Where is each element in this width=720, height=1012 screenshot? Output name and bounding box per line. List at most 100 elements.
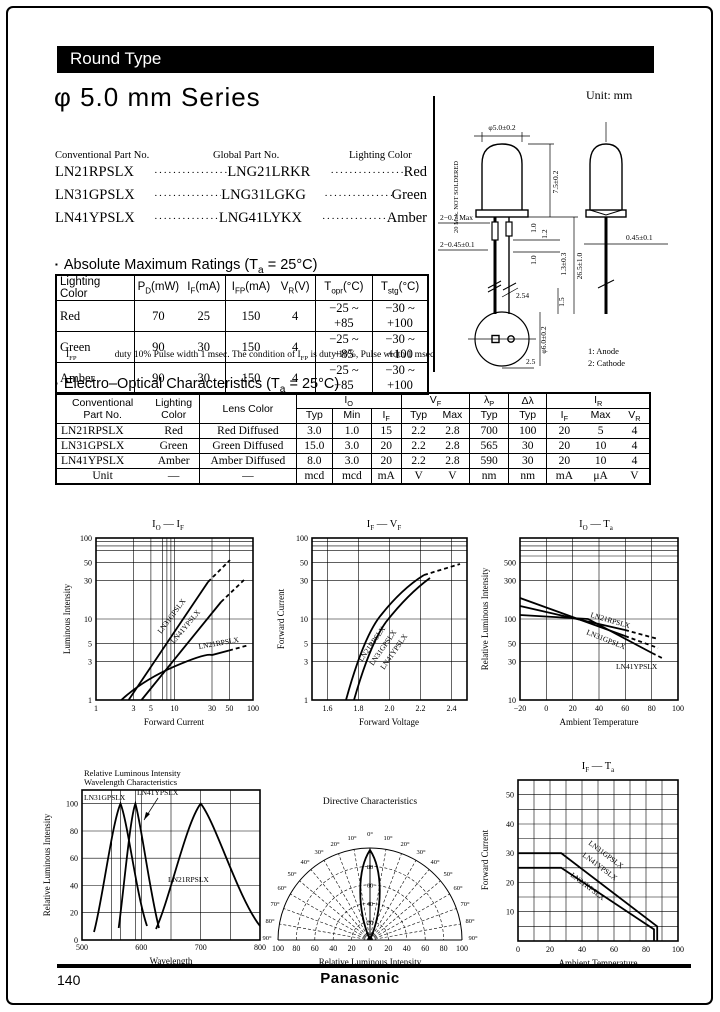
svg-text:100: 100 [672, 945, 684, 954]
y-tick-labels: 10 20 30 40 50 [506, 791, 514, 917]
dotted-leader: ······································· [154, 190, 221, 202]
curves [345, 563, 461, 701]
dim-d2: 1.2 [540, 229, 549, 239]
vertical-divider [433, 96, 435, 372]
front-view [475, 143, 529, 314]
amr-row-red: Red 70 25 150 4 −25 ~ +85 −30 ~ +100 [55, 300, 429, 332]
svg-text:100: 100 [296, 534, 308, 543]
cell: 3.0 [332, 438, 372, 455]
svg-text:90°: 90° [262, 935, 272, 942]
cell: mcd [332, 468, 372, 485]
cell: −30 ~ +100 [372, 362, 429, 395]
dimension-labels: φ5.0±0.2 7.5±0.2 1.0 1.2 1.0 1.3±0.3 26.… [440, 123, 653, 368]
x-axis-label: Relative Luminous Intensity [319, 957, 422, 967]
amr-h2: IF(mA) [182, 274, 227, 301]
cell: Amber Diffused [199, 453, 297, 470]
cell: V [400, 468, 436, 485]
svg-text:60: 60 [621, 704, 629, 713]
svg-text:80: 80 [440, 944, 448, 953]
x-axis-label: Ambient Temperature [559, 958, 638, 968]
conventional-part: LN41YPSLX [55, 210, 135, 226]
page-number: 140 [57, 972, 81, 988]
svg-text:60°: 60° [453, 885, 463, 892]
svg-text:0: 0 [74, 936, 78, 945]
chart-directive-svg: Directive Characteristics [262, 797, 478, 967]
x-axis-label: Forward Voltage [359, 717, 419, 727]
part-list-header: Conventional Part No. Global Part No. Li… [55, 150, 427, 161]
curve-label: LN21RPSLX [569, 870, 607, 902]
cell: V [619, 468, 651, 485]
cell: V [435, 468, 471, 485]
chart-title: IO — Ta [579, 519, 614, 532]
page-title: φ 5.0 mm Series [54, 82, 261, 112]
lighting-color: Red [403, 164, 428, 180]
eo-sh7: IF [546, 408, 582, 425]
cell: 15 [370, 423, 402, 440]
cell: 30 [507, 453, 548, 470]
svg-text:20: 20 [384, 944, 392, 953]
svg-text:600: 600 [135, 943, 147, 952]
cell: 20 [546, 423, 582, 440]
y-axis-label: Forward Current [480, 829, 490, 890]
chart-title: IO — IF [152, 519, 184, 532]
plot-frame [311, 537, 468, 701]
eo-sh3: Typ [400, 408, 436, 425]
chart-title: Directive Characteristics [323, 797, 417, 807]
section-bar: Round Type [57, 46, 654, 73]
svg-text:300: 300 [504, 576, 516, 585]
amr-h6: Tstg(°C) [372, 274, 429, 301]
unit-note: Unit: mm [586, 88, 633, 102]
part-row: LN21RPSLX ······························… [55, 164, 427, 187]
cell: 2.8 [435, 438, 471, 455]
svg-text:50: 50 [508, 639, 516, 648]
svg-text:50: 50 [300, 558, 308, 567]
amr-title-text: Absolute Maximum Ratings (T [63, 257, 259, 273]
bullet-icon: ▪ [55, 379, 58, 388]
svg-text:60°: 60° [277, 885, 287, 892]
eo-h-lighting: Lighting Color [148, 392, 201, 425]
cell: LN31GPSLX [55, 438, 149, 455]
svg-text:0: 0 [516, 945, 520, 954]
cell: mA [370, 468, 402, 485]
eo-unit-row: Unit — — mcd mcd mA V V nm nm mA μA V [55, 468, 651, 485]
section-bar-title: Round Type [70, 49, 162, 68]
cell: 20 [546, 438, 582, 455]
svg-text:60: 60 [311, 944, 319, 953]
dim-lens-dia: φ5.0±0.2 [488, 123, 515, 132]
svg-text:30°: 30° [416, 849, 426, 856]
eo-table: Conventional Part No. Lighting Color Lens … [55, 392, 651, 485]
svg-text:80: 80 [642, 945, 650, 954]
curves [518, 852, 659, 941]
svg-text:40: 40 [506, 820, 514, 829]
curve-label: LN21RPSLX [198, 635, 240, 651]
svg-text:100: 100 [272, 944, 284, 953]
chart-io-if-svg: IO — IF LN31GPSLX LN41YPSLX LN21RPSLX 1 … [62, 519, 259, 727]
svg-text:10°: 10° [383, 835, 393, 842]
amr-table: Lighting Color PD(mW) IF(mA) IFP(mA) VR(… [55, 274, 429, 395]
cell: Red Diffused [199, 423, 297, 440]
cell: 2.2 [400, 453, 436, 470]
grid [312, 538, 467, 700]
svg-text:1.8: 1.8 [354, 704, 364, 713]
chart-wavelength: Relative Luminous Intensity Wavelength C… [40, 768, 275, 981]
svg-text:80: 80 [367, 864, 374, 871]
part-number-list: Conventional Part No. Global Part No. Li… [55, 150, 427, 233]
package-drawing: φ5.0±0.2 7.5±0.2 1.0 1.2 1.0 1.3±0.3 26.… [438, 92, 713, 377]
cell: 2.8 [435, 423, 471, 440]
chart-if-ta-svg: IF — Ta LN31GPSLX LN41YPSLX LN21RPSLX 10… [480, 761, 684, 968]
dim-lead-len: 26.5±1.0 [575, 252, 584, 279]
amr-title-sub: a [258, 264, 264, 276]
svg-text:40: 40 [578, 945, 586, 954]
cell: −30 ~ +100 [372, 331, 429, 363]
eo-sh9: VR [619, 408, 651, 425]
cell: Green Diffused [199, 438, 297, 455]
cell: Unit [55, 468, 149, 485]
svg-text:800: 800 [254, 943, 266, 952]
page-border [6, 6, 713, 1005]
eo-header-row2: Typ Min IF Typ Max Typ Typ IF Max VR [56, 408, 651, 425]
x-tick-labels: −20 0 20 40 60 80 100 [514, 704, 684, 713]
svg-text:30°: 30° [314, 849, 324, 856]
radial-labels: 80 60 40 20 [367, 864, 374, 927]
svg-text:20°: 20° [330, 841, 340, 848]
